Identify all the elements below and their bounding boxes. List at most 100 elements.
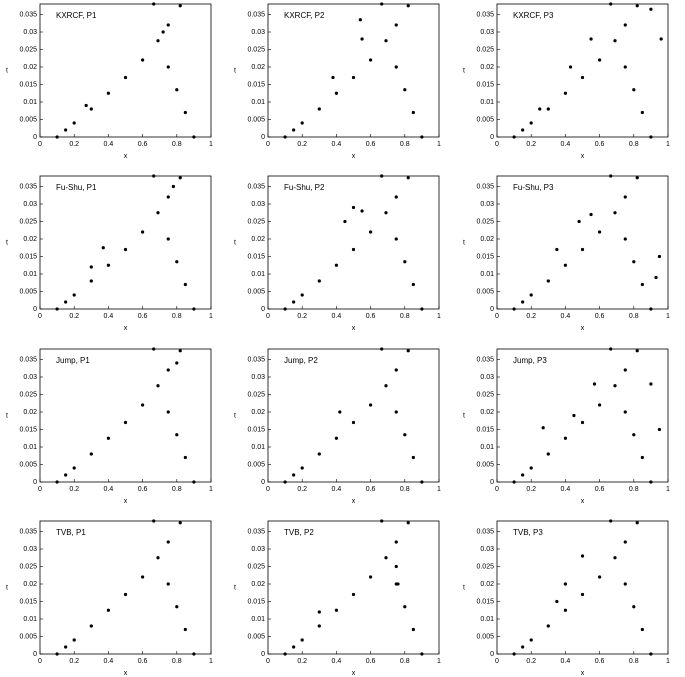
point [283,135,287,139]
x-tick-label: 0.2 [69,141,79,148]
point [178,349,182,353]
point [123,247,128,252]
x-tick-label: 0 [38,141,42,148]
point [609,519,613,523]
x-tick-label: 1 [209,486,213,493]
point [334,436,338,440]
point [394,368,398,372]
point [640,110,644,115]
point [623,368,627,372]
x-axis-label: x [124,325,128,332]
point [123,592,128,597]
plot-frame [267,520,440,655]
y-axis-label: t [234,239,236,246]
point [598,575,602,579]
point [292,645,296,649]
point [563,436,568,440]
point [123,420,128,425]
point [123,75,128,80]
y-tick-label: 0.02 [480,64,494,71]
point [384,556,388,560]
point [358,18,362,22]
y-tick-label: 0.015 [476,81,494,88]
point [175,361,179,365]
point [512,135,516,139]
y-tick-label: 0 [490,479,494,486]
x-tick-label: 0.4 [104,658,114,665]
point [598,58,602,62]
x-tick-label: 0.8 [172,313,182,320]
x-tick-label: 1 [666,313,670,320]
point [403,88,407,92]
y-tick-label: 0.03 [480,546,494,553]
point [178,176,182,180]
x-tick-label: 0 [266,141,270,148]
point [640,455,644,460]
point [394,195,398,199]
y-tick-label: 0.03 [251,374,265,381]
y-tick-label: 0.025 [476,563,494,570]
point [334,91,338,95]
point [403,433,407,437]
point [411,282,415,287]
x-tick-label: 0.8 [172,658,182,665]
y-tick-label: 0.005 [476,461,494,468]
x-tick-label: 1 [437,658,441,665]
point [563,608,568,612]
y-tick-label: 0.03 [251,546,265,553]
x-tick-label: 0.6 [366,486,376,493]
point [331,75,335,80]
y-tick-label: 0.02 [480,236,494,243]
x-tick-label: 0.4 [332,141,342,148]
point [555,247,559,252]
point [580,420,585,425]
y-tick-label: 0.035 [247,183,265,190]
y-axis-label: t [234,67,236,74]
point [283,480,287,484]
x-axis-label: x [352,670,356,677]
point [175,433,179,437]
point [175,260,179,264]
x-tick-label: 0.2 [69,486,79,493]
x-tick-label: 0.2 [297,313,307,320]
point [334,263,338,267]
x-tick-label: 1 [209,658,213,665]
point [613,384,617,388]
plot-frame [496,348,669,483]
point [72,638,76,642]
x-tick-label: 0 [495,313,499,320]
point [659,37,663,41]
point [178,521,182,525]
plot-frame [496,520,669,655]
point [589,212,593,217]
y-tick-label: 0.01 [480,444,494,451]
point [351,247,356,252]
y-tick-label: 0.015 [247,598,265,605]
x-tick-label: 0.8 [172,486,182,493]
point [380,174,384,178]
y-tick-label: 0.015 [247,426,265,433]
x-tick-label: 0.2 [526,486,536,493]
point [334,608,338,612]
x-tick-label: 0.8 [629,313,639,320]
y-tick-label: 0.035 [247,528,265,535]
point [598,403,602,407]
point [635,521,639,525]
point [521,645,525,649]
point [192,135,196,139]
point [649,7,653,11]
point [300,638,304,642]
y-tick-label: 0.01 [23,99,37,106]
y-tick-label: 0.005 [476,288,494,295]
x-tick-label: 0.4 [104,141,114,148]
point [572,413,576,418]
x-tick-label: 0.6 [366,313,376,320]
point [649,307,653,311]
point [649,652,653,656]
x-tick-label: 0.6 [595,313,605,320]
point [64,473,68,477]
x-tick-label: 0 [266,486,270,493]
point [394,564,398,569]
point [156,211,160,215]
x-tick-label: 0.6 [595,486,605,493]
